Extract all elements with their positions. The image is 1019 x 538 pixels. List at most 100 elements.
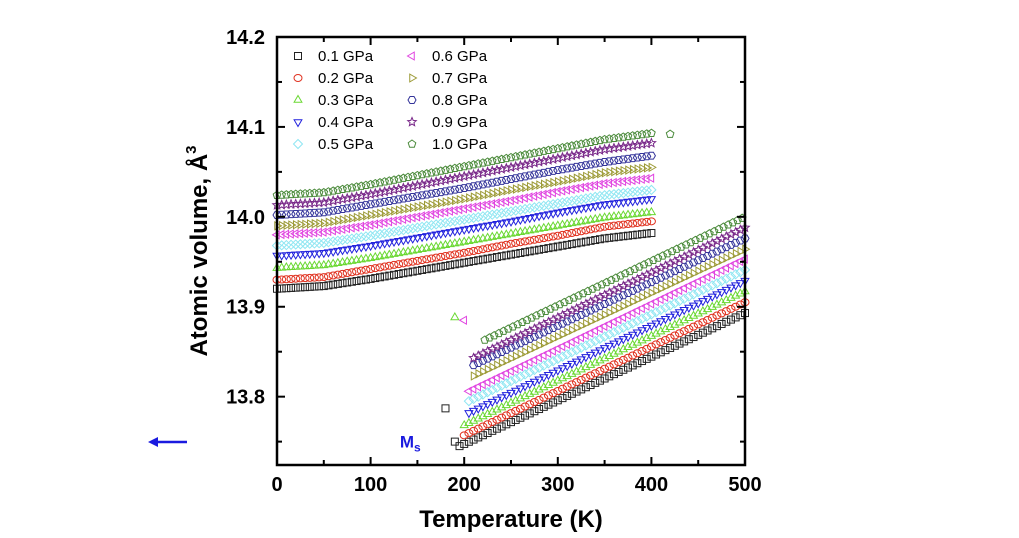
data-point [606, 275, 616, 284]
data-point [614, 132, 624, 142]
data-point [557, 351, 568, 362]
data-point [511, 415, 520, 424]
data-point [695, 266, 704, 276]
data-point [740, 234, 750, 243]
data-point [472, 349, 484, 361]
data-point [636, 313, 648, 325]
data-point [611, 166, 620, 177]
data-point [329, 280, 338, 289]
data-point [300, 251, 310, 260]
data-point [552, 343, 561, 354]
data-point [577, 385, 586, 394]
data-point [304, 238, 315, 249]
data-point [497, 413, 507, 422]
data-point [599, 289, 611, 300]
data-point [524, 202, 535, 214]
data-point [585, 203, 596, 213]
data-point [524, 214, 535, 224]
data-point [567, 380, 577, 389]
data-point [623, 220, 633, 229]
data-point [664, 257, 676, 269]
data-point [412, 256, 422, 265]
data-point [286, 189, 296, 199]
data-point [594, 333, 606, 345]
data-point [494, 360, 503, 370]
data-point [482, 401, 493, 410]
data-point [351, 245, 362, 254]
data-point [438, 198, 447, 208]
legend-label: 0.2 GPa [318, 70, 374, 87]
data-point [581, 237, 590, 246]
data-point [601, 168, 611, 178]
data-point [474, 433, 483, 442]
legend-marker [407, 96, 417, 104]
data-point [548, 389, 558, 398]
data-point [608, 142, 620, 153]
data-point [439, 174, 451, 185]
data-point [319, 282, 328, 291]
data-point [515, 404, 525, 413]
data-point [665, 333, 675, 342]
data-point [622, 310, 631, 320]
data-point [543, 211, 554, 220]
data-point [468, 407, 479, 417]
data-point [409, 202, 419, 213]
data-point [665, 269, 675, 278]
data-point [356, 244, 367, 253]
data-point [634, 294, 643, 305]
data-point [608, 284, 620, 296]
data-point [587, 170, 597, 181]
data-point [502, 420, 511, 429]
data-point [618, 291, 628, 300]
data-point [370, 242, 381, 251]
data-point [573, 323, 583, 333]
data-point [497, 241, 507, 250]
data-point [702, 295, 713, 305]
data-point [562, 229, 572, 238]
data-point [501, 240, 511, 249]
data-point [550, 302, 560, 311]
data-point [506, 389, 516, 399]
data-point [576, 310, 586, 319]
data-point [483, 429, 492, 438]
data-point [646, 342, 656, 351]
data-point [731, 313, 740, 322]
data-point [730, 282, 741, 291]
data-point [472, 167, 484, 179]
data-point [552, 198, 564, 209]
data-point [580, 330, 589, 341]
data-point [611, 273, 621, 282]
data-point [645, 173, 655, 183]
data-point [586, 371, 596, 380]
data-point [305, 273, 315, 282]
data-point [313, 237, 325, 249]
data-point [291, 189, 301, 198]
data-point [522, 315, 532, 324]
data-point [291, 283, 300, 292]
data-point [544, 244, 553, 253]
data-point [678, 293, 690, 305]
data-point [712, 291, 722, 300]
data-point [487, 384, 498, 396]
data-point [605, 372, 614, 381]
data-point [646, 196, 657, 205]
data-point [520, 237, 530, 246]
data-point [380, 177, 390, 186]
data-point [486, 375, 496, 385]
data-point [365, 188, 377, 200]
data-point [421, 233, 432, 242]
data-point [520, 150, 530, 159]
data-point [564, 327, 573, 338]
data-point [505, 334, 517, 345]
data-point [620, 268, 630, 278]
data-point [525, 335, 535, 343]
data-point [416, 221, 428, 233]
series-0-7-GPa [274, 162, 751, 381]
data-point [524, 157, 536, 169]
data-point [702, 239, 714, 251]
data-point [600, 234, 609, 243]
data-point [455, 249, 465, 258]
data-point [360, 189, 372, 200]
data-point [538, 212, 549, 221]
data-point [496, 394, 507, 403]
